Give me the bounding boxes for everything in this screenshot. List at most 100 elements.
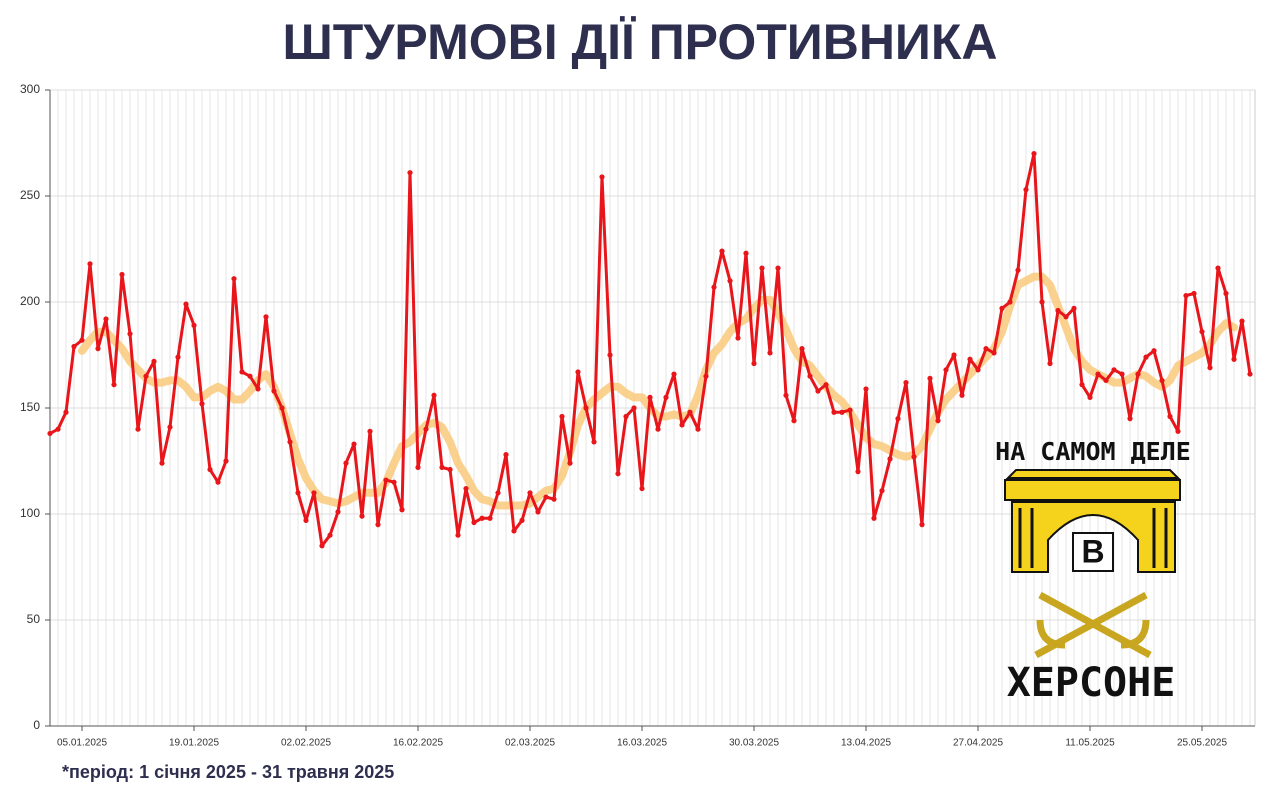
point <box>1207 365 1213 371</box>
point <box>1071 305 1077 311</box>
point <box>95 346 101 352</box>
point <box>1007 299 1013 305</box>
point <box>1039 299 1045 305</box>
point <box>1159 377 1165 384</box>
point <box>119 271 125 278</box>
point <box>455 532 461 538</box>
point <box>599 174 605 180</box>
point <box>1103 377 1109 384</box>
x-tick-label: 19.01.2025 <box>169 738 219 749</box>
point <box>127 331 133 337</box>
point <box>895 416 901 422</box>
point <box>383 477 389 483</box>
point <box>887 456 893 462</box>
point <box>495 490 501 496</box>
point <box>983 346 989 352</box>
point <box>607 352 613 358</box>
point <box>143 373 149 379</box>
point <box>415 464 421 470</box>
point <box>631 405 637 411</box>
point <box>991 350 997 356</box>
x-tick-label: 16.02.2025 <box>393 738 443 749</box>
y-tick-label: 200 <box>20 294 40 308</box>
point <box>1023 187 1029 193</box>
point <box>687 409 693 415</box>
point <box>735 335 741 341</box>
y-tick-label: 300 <box>20 82 40 96</box>
plot-area: 0 50 100 150 200 250 300 05.01.2025 19.01.2025 02… <box>20 82 1256 749</box>
point <box>1047 360 1053 367</box>
x-tick-label: 13.04.2025 <box>841 738 891 749</box>
point <box>247 373 253 379</box>
point <box>351 441 357 447</box>
point <box>967 356 973 362</box>
y-tick-label: 100 <box>20 506 40 520</box>
point <box>175 354 181 360</box>
point <box>295 490 301 496</box>
point <box>783 392 789 398</box>
point <box>847 407 853 413</box>
point <box>855 469 861 475</box>
point <box>511 528 517 534</box>
point <box>63 409 69 415</box>
point <box>591 439 597 445</box>
point <box>191 322 197 328</box>
point <box>647 394 653 400</box>
point <box>135 426 141 432</box>
point <box>231 276 237 282</box>
arch <box>1011 501 1176 573</box>
point <box>1151 348 1157 354</box>
point <box>519 517 525 523</box>
point <box>679 422 685 428</box>
point <box>527 490 533 496</box>
point <box>431 392 437 398</box>
point <box>111 382 117 388</box>
point <box>943 367 949 373</box>
point <box>615 471 621 477</box>
point <box>463 485 469 492</box>
point <box>479 515 485 521</box>
point <box>159 460 165 466</box>
point <box>1183 293 1189 299</box>
point <box>663 394 669 400</box>
point <box>743 250 749 256</box>
point <box>551 496 557 502</box>
logo-letter: В <box>1081 533 1104 569</box>
arch-columns <box>1018 508 1168 568</box>
point <box>751 360 757 367</box>
x-tick-label: 05.01.2025 <box>57 738 107 749</box>
point <box>1239 318 1245 324</box>
point <box>823 382 829 388</box>
point <box>199 401 205 407</box>
point <box>623 413 629 420</box>
point <box>423 426 429 432</box>
point <box>1055 307 1061 314</box>
point <box>79 337 85 343</box>
point <box>343 460 349 466</box>
y-tick-label: 0 <box>33 718 40 732</box>
footnote: *період: 1 січня 2025 - 31 травня 2025 <box>62 762 394 782</box>
point <box>559 413 565 420</box>
x-tick-label: 25.05.2025 <box>1177 738 1227 749</box>
point <box>223 458 229 464</box>
point <box>263 314 269 320</box>
point <box>167 424 173 430</box>
logo: НА САМОМ ДЕЛЕ В ХЕРСОНЕ <box>995 437 1191 706</box>
point <box>1095 371 1101 377</box>
point <box>1175 428 1181 434</box>
point <box>71 343 77 350</box>
point <box>575 369 581 375</box>
point <box>1143 354 1149 360</box>
point <box>215 479 221 485</box>
point <box>1127 416 1133 422</box>
point <box>1119 371 1125 377</box>
point <box>391 479 397 485</box>
point <box>239 369 245 375</box>
y-tick-label: 250 <box>20 188 40 202</box>
point <box>639 485 645 492</box>
point <box>655 426 661 432</box>
point <box>1231 356 1237 362</box>
point <box>567 460 573 466</box>
point <box>1087 394 1093 400</box>
